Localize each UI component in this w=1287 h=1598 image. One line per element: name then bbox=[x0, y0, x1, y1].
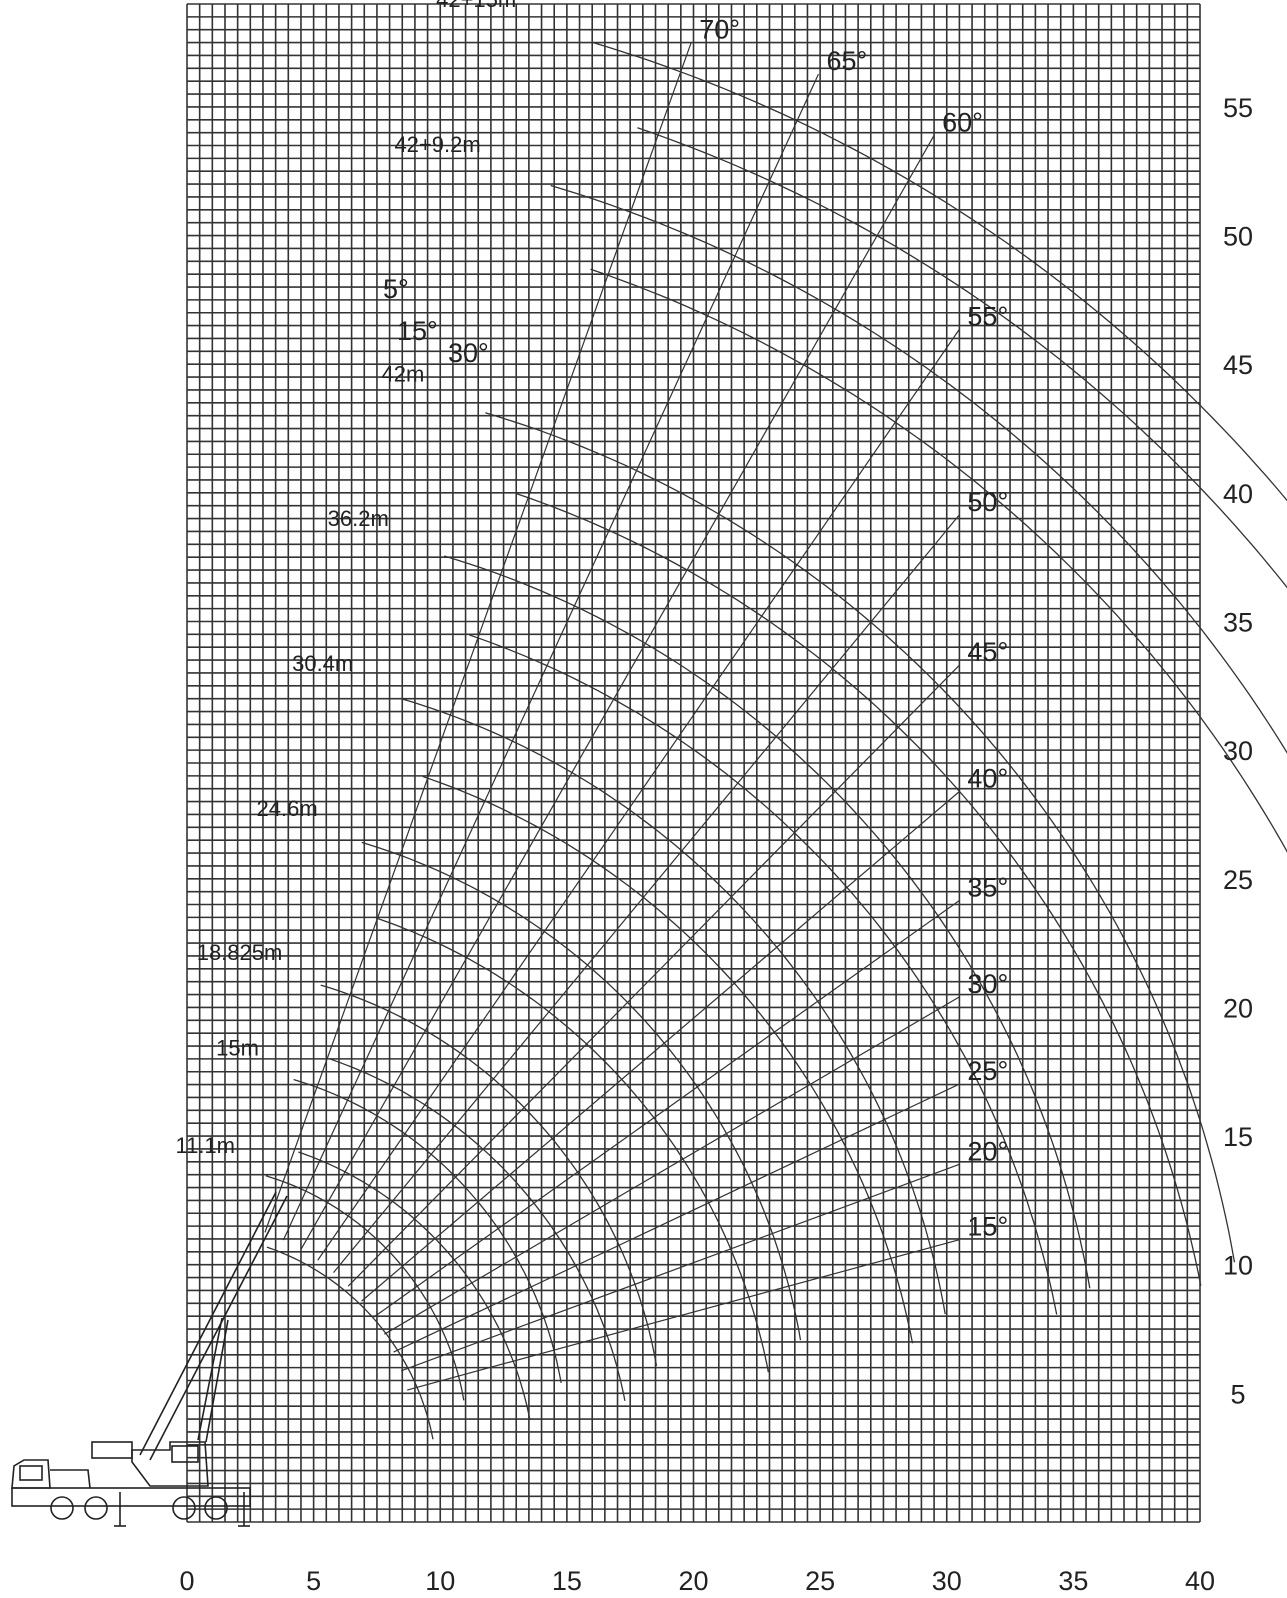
luffing-cylinder-edge bbox=[205, 1319, 229, 1443]
y-tick-label: 45 bbox=[1223, 350, 1253, 380]
hook-height-arc bbox=[516, 492, 1202, 1286]
boom-angle-label: 25° bbox=[967, 1056, 1008, 1086]
boom-radius-arc bbox=[320, 984, 658, 1367]
jib-offset-label: 15° bbox=[397, 316, 438, 346]
boom-length-label: 11.1m bbox=[175, 1133, 235, 1158]
y-tick-label: 50 bbox=[1223, 222, 1253, 252]
wheel-icon bbox=[84, 1496, 108, 1520]
y-axis-tick-labels: 5 10 15 20 25 30 35 40 45 50 55 bbox=[1223, 93, 1253, 1409]
x-tick-label: 30 bbox=[932, 1566, 962, 1596]
boom-angle-line bbox=[333, 514, 960, 1273]
hook-height-arc bbox=[298, 1151, 531, 1421]
boom-angle-line bbox=[317, 328, 960, 1261]
boom-angle-label: 35° bbox=[967, 872, 1008, 902]
wheel-icon bbox=[172, 1496, 196, 1520]
boom-length-label: 42+15m bbox=[436, 0, 516, 12]
boom-angle-lines bbox=[264, 42, 960, 1391]
boom-radius-arc bbox=[591, 41, 1287, 502]
counterweight bbox=[91, 1441, 133, 1459]
hook-height-arc bbox=[637, 127, 1287, 589]
boom-angle-labels: 15° 20° 25° 30° 35° 40° 45° 50° 55° 60° 65° 70° bbox=[699, 15, 1008, 1242]
boom-radius-arc bbox=[361, 841, 802, 1341]
boom-angle-label: 70° bbox=[699, 15, 740, 45]
y-tick-label: 5 bbox=[1230, 1379, 1245, 1409]
boom-angle-label: 20° bbox=[967, 1136, 1008, 1166]
boom-length-label: 18.825m bbox=[197, 940, 283, 965]
truck-chassis bbox=[11, 1487, 251, 1507]
boom-angle-line bbox=[300, 135, 935, 1250]
x-tick-label: 40 bbox=[1185, 1566, 1215, 1596]
operator-cab-window bbox=[171, 1445, 199, 1463]
wheel-icon bbox=[50, 1496, 74, 1520]
boom-length-label: 42m bbox=[382, 361, 425, 386]
boom-angle-label: 55° bbox=[967, 301, 1008, 331]
crane-truck-illustration bbox=[11, 1191, 288, 1527]
boom-angle-line bbox=[264, 42, 692, 1233]
y-tick-label: 15 bbox=[1223, 1122, 1253, 1152]
x-tick-label: 10 bbox=[425, 1566, 455, 1596]
boom-angle-line bbox=[361, 791, 960, 1302]
y-tick-label: 40 bbox=[1223, 479, 1253, 509]
boom-length-label: 24.6m bbox=[257, 796, 318, 821]
boom-angle-line bbox=[407, 1239, 960, 1391]
x-tick-label: 15 bbox=[552, 1566, 582, 1596]
hook-height-arc bbox=[422, 775, 914, 1344]
boom-angle-line bbox=[400, 1163, 960, 1372]
x-axis-tick-labels: 0 5 10 15 20 25 30 35 40 bbox=[179, 1566, 1215, 1596]
hook-height-arc bbox=[590, 268, 1287, 853]
boom-radius-arc bbox=[550, 184, 1287, 754]
boom-angle-label: 40° bbox=[967, 763, 1008, 793]
crane-superstructure bbox=[131, 1441, 209, 1487]
y-tick-label: 55 bbox=[1223, 93, 1253, 123]
x-tick-label: 35 bbox=[1058, 1566, 1088, 1596]
boom-radius-arc bbox=[293, 1078, 562, 1384]
x-tick-label: 25 bbox=[805, 1566, 835, 1596]
boom-angle-line bbox=[373, 899, 960, 1318]
y-tick-label: 35 bbox=[1223, 607, 1253, 637]
boom-angle-label: 45° bbox=[967, 637, 1008, 667]
boom-angle-line bbox=[347, 664, 960, 1287]
telescopic-boom-edge bbox=[139, 1191, 277, 1456]
luffing-cylinder bbox=[197, 1317, 223, 1441]
boom-angle-label: 65° bbox=[826, 46, 867, 76]
cab-window bbox=[19, 1465, 43, 1481]
jib-offset-label: 5° bbox=[383, 274, 409, 304]
boom-angle-line bbox=[384, 996, 960, 1335]
hook-height-arc bbox=[328, 1058, 626, 1402]
x-tick-label: 5 bbox=[306, 1566, 321, 1596]
hook-height-arc bbox=[375, 917, 770, 1373]
y-tick-label: 30 bbox=[1223, 736, 1253, 766]
x-tick-label: 0 bbox=[179, 1566, 194, 1596]
boom-radius-arc bbox=[402, 698, 946, 1315]
boom-radius-arc bbox=[444, 555, 1091, 1289]
boom-angle-line bbox=[282, 73, 820, 1241]
hook-height-arc bbox=[469, 634, 1058, 1315]
boom-length-labels: 11.1m 15m 18.825m 24.6m 30.4m 36.2m 42m 42+9.2m… bbox=[175, 0, 516, 1158]
y-tick-label: 25 bbox=[1223, 865, 1253, 895]
boom-length-arcs bbox=[265, 41, 1287, 1440]
x-tick-label: 20 bbox=[678, 1566, 708, 1596]
boom-length-label: 36.2m bbox=[328, 506, 389, 531]
boom-radius-arc bbox=[485, 412, 1236, 1263]
boom-length-label: 15m bbox=[216, 1035, 259, 1060]
chart-grid bbox=[186, 3, 1201, 1523]
boom-angle-label: 15° bbox=[967, 1212, 1008, 1242]
jib-offset-labels: 5° 15° 30° bbox=[383, 274, 489, 368]
y-tick-label: 20 bbox=[1223, 993, 1253, 1023]
telescopic-boom bbox=[149, 1195, 288, 1461]
boom-angle-label: 30° bbox=[967, 969, 1008, 999]
truck-hood bbox=[50, 1469, 91, 1489]
boom-angle-label: 50° bbox=[967, 487, 1008, 517]
jib-offset-label: 30° bbox=[448, 338, 489, 368]
boom-angle-line bbox=[393, 1083, 960, 1353]
boom-length-label: 30.4m bbox=[292, 651, 353, 676]
truck-cab bbox=[11, 1459, 51, 1489]
hook-height-arc bbox=[266, 1246, 434, 1440]
boom-radius-arc bbox=[265, 1175, 465, 1401]
wheel-icon bbox=[204, 1496, 228, 1520]
y-tick-label: 10 bbox=[1223, 1251, 1253, 1281]
boom-length-label: 42+9.2m bbox=[394, 132, 480, 157]
boom-angle-label: 60° bbox=[942, 107, 983, 137]
